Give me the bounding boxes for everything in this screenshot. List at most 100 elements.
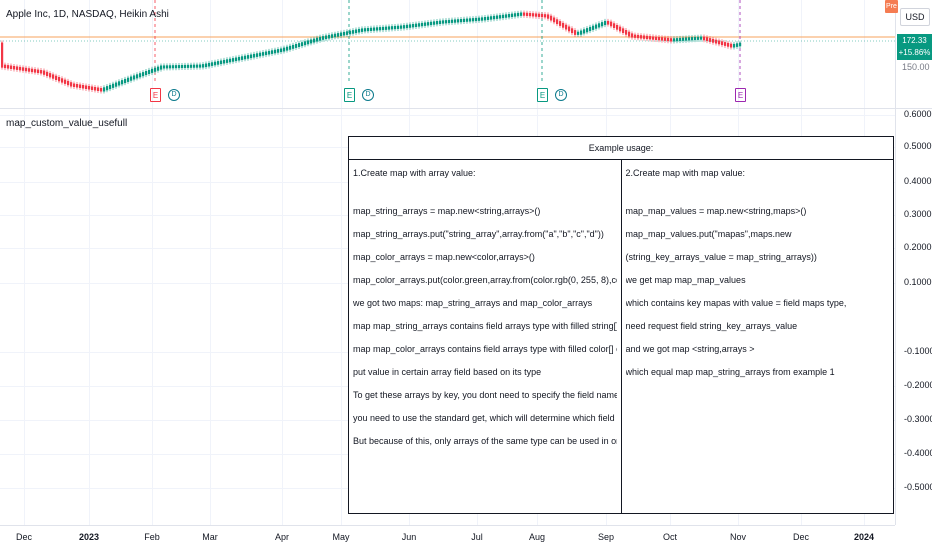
table-text-line: and we got map <string,arrays > bbox=[625, 344, 755, 354]
x-axis-label: Jul bbox=[471, 532, 483, 542]
candle-body bbox=[298, 43, 301, 47]
candle-body bbox=[520, 12, 523, 16]
currency-button[interactable]: USD bbox=[900, 8, 930, 26]
candle-body bbox=[559, 21, 562, 26]
candle-body bbox=[448, 19, 451, 24]
candle-body bbox=[232, 58, 235, 62]
table-text-line: you need to use the standard get, which … bbox=[353, 413, 617, 423]
dividend-marker[interactable]: D bbox=[555, 89, 567, 101]
earnings-marker[interactable]: E bbox=[735, 88, 746, 102]
candle-body bbox=[667, 37, 670, 42]
candle-body bbox=[187, 64, 190, 68]
candle-body bbox=[169, 65, 172, 69]
candle-body bbox=[337, 33, 340, 37]
candle-body bbox=[322, 36, 325, 40]
table-text-line: map map_string_arrays contains field arr… bbox=[353, 321, 617, 331]
candle-body bbox=[565, 24, 568, 30]
price-axis[interactable] bbox=[895, 0, 932, 525]
candle-body bbox=[694, 36, 697, 41]
dividend-marker[interactable]: D bbox=[362, 89, 374, 101]
candle-body bbox=[310, 39, 313, 44]
candle-body bbox=[142, 72, 145, 77]
candle-body bbox=[409, 24, 412, 28]
candle-body bbox=[643, 35, 646, 39]
candle-body bbox=[412, 24, 415, 28]
table-header: Example usage: bbox=[348, 136, 894, 160]
table-text-line: which contains key mapas with value = fi… bbox=[625, 298, 847, 308]
symbol-title[interactable]: Apple Inc, 1D, NASDAQ, Heikin Ashi bbox=[6, 9, 169, 20]
last-price-tag: 172.33 +15.86% bbox=[897, 34, 932, 60]
pre-market-badge[interactable]: Pre bbox=[885, 0, 898, 13]
candle-body bbox=[613, 23, 616, 28]
candle-body bbox=[715, 39, 718, 44]
candle-body bbox=[343, 31, 346, 36]
candle-body bbox=[64, 79, 67, 84]
earnings-marker[interactable]: E bbox=[150, 88, 161, 102]
candle-body bbox=[631, 33, 634, 38]
y-axis-label: 0.4000 bbox=[904, 176, 932, 186]
y-axis-label: -0.5000 bbox=[904, 482, 932, 492]
candle-body bbox=[568, 26, 571, 32]
grid-line bbox=[0, 115, 895, 116]
time-axis[interactable] bbox=[0, 525, 895, 551]
dividend-marker[interactable]: D bbox=[168, 89, 180, 101]
candle-body bbox=[253, 53, 256, 58]
price-chart-panel[interactable] bbox=[0, 0, 895, 108]
candle-body bbox=[379, 27, 382, 31]
candle-body bbox=[394, 25, 397, 30]
pane-divider[interactable] bbox=[0, 108, 932, 109]
candle-body bbox=[730, 43, 733, 48]
candle-body bbox=[649, 36, 652, 40]
candle-body bbox=[625, 30, 628, 35]
x-axis-label: Oct bbox=[662, 532, 678, 542]
x-axis-label: 2024 bbox=[853, 532, 875, 542]
candle-body bbox=[451, 19, 454, 23]
candle-body bbox=[214, 61, 217, 66]
candle-body bbox=[712, 38, 715, 43]
x-axis-label: May bbox=[332, 532, 350, 542]
candle-body bbox=[316, 37, 319, 42]
candle-body bbox=[235, 57, 238, 62]
candle-body bbox=[175, 65, 178, 69]
candle-body bbox=[406, 24, 409, 29]
candle-body bbox=[37, 69, 40, 74]
indicator-title[interactable]: map_custom_value_usefull bbox=[6, 118, 128, 129]
candle-body bbox=[328, 34, 331, 39]
candle-body bbox=[100, 88, 103, 92]
candle-body bbox=[292, 44, 295, 49]
candle-body bbox=[637, 34, 640, 39]
table-text-line: To get these arrays by key, you dont nee… bbox=[353, 390, 617, 400]
table-text-line: need request field string_key_arrays_val… bbox=[625, 321, 798, 331]
candle-body bbox=[685, 37, 688, 41]
candle-body bbox=[229, 58, 232, 63]
candle-body bbox=[607, 20, 610, 25]
candle-body bbox=[391, 26, 394, 30]
candle-body bbox=[274, 49, 277, 54]
candle-body bbox=[472, 18, 475, 22]
candle-body bbox=[199, 64, 202, 68]
earnings-marker[interactable]: E bbox=[344, 88, 355, 102]
table-text-line: map_string_arrays.put("string_array",arr… bbox=[353, 229, 604, 239]
candle-body bbox=[283, 47, 286, 52]
x-axis-label: Dec bbox=[792, 532, 810, 542]
candle-body bbox=[679, 37, 682, 42]
candle-body bbox=[415, 23, 418, 27]
candle-body bbox=[172, 65, 175, 69]
candle-body bbox=[61, 78, 64, 83]
earnings-marker[interactable]: E bbox=[537, 88, 548, 102]
candle-body bbox=[700, 36, 703, 40]
candle-body bbox=[664, 37, 667, 41]
candle-body bbox=[121, 80, 124, 85]
candle-body bbox=[676, 38, 679, 42]
candle-body bbox=[178, 65, 181, 69]
candle-body bbox=[289, 45, 292, 50]
candle-body bbox=[595, 24, 598, 29]
candle-body bbox=[622, 28, 625, 34]
candle-body bbox=[106, 86, 109, 91]
candle-body bbox=[70, 82, 73, 87]
x-axis-label: Mar bbox=[202, 532, 218, 542]
candle-body bbox=[553, 17, 556, 23]
y-axis-label: 0.5000 bbox=[904, 141, 932, 151]
candlestick-chart bbox=[0, 0, 895, 94]
candle-body bbox=[184, 64, 187, 68]
